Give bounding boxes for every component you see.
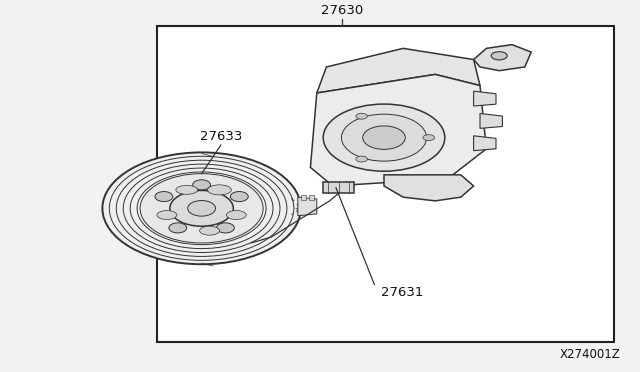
Polygon shape: [480, 113, 502, 128]
Text: 27630: 27630: [321, 4, 364, 17]
Bar: [157, 26, 614, 342]
Ellipse shape: [193, 180, 211, 190]
Ellipse shape: [423, 135, 435, 141]
Text: 27633: 27633: [200, 130, 242, 143]
Ellipse shape: [356, 113, 367, 119]
Ellipse shape: [170, 190, 234, 226]
Ellipse shape: [492, 52, 508, 60]
Ellipse shape: [200, 226, 220, 235]
Polygon shape: [474, 45, 531, 71]
Polygon shape: [310, 74, 486, 186]
Ellipse shape: [102, 153, 301, 264]
Ellipse shape: [169, 223, 187, 233]
Polygon shape: [474, 136, 496, 151]
Ellipse shape: [155, 192, 173, 202]
Ellipse shape: [227, 211, 246, 219]
Ellipse shape: [140, 174, 263, 243]
Ellipse shape: [230, 192, 248, 202]
Ellipse shape: [157, 211, 177, 219]
Text: X274001Z: X274001Z: [560, 348, 621, 361]
Ellipse shape: [323, 104, 445, 171]
Polygon shape: [317, 48, 480, 93]
Bar: [323, 182, 354, 193]
Bar: [308, 195, 314, 200]
Bar: [301, 195, 306, 200]
Ellipse shape: [342, 114, 427, 161]
Polygon shape: [298, 197, 317, 216]
Polygon shape: [474, 91, 496, 106]
Polygon shape: [384, 175, 474, 201]
Text: 27631: 27631: [381, 286, 423, 299]
Ellipse shape: [363, 126, 405, 150]
Ellipse shape: [356, 156, 367, 162]
Ellipse shape: [176, 185, 198, 194]
Ellipse shape: [216, 223, 234, 233]
Ellipse shape: [207, 185, 232, 195]
Ellipse shape: [188, 201, 216, 216]
